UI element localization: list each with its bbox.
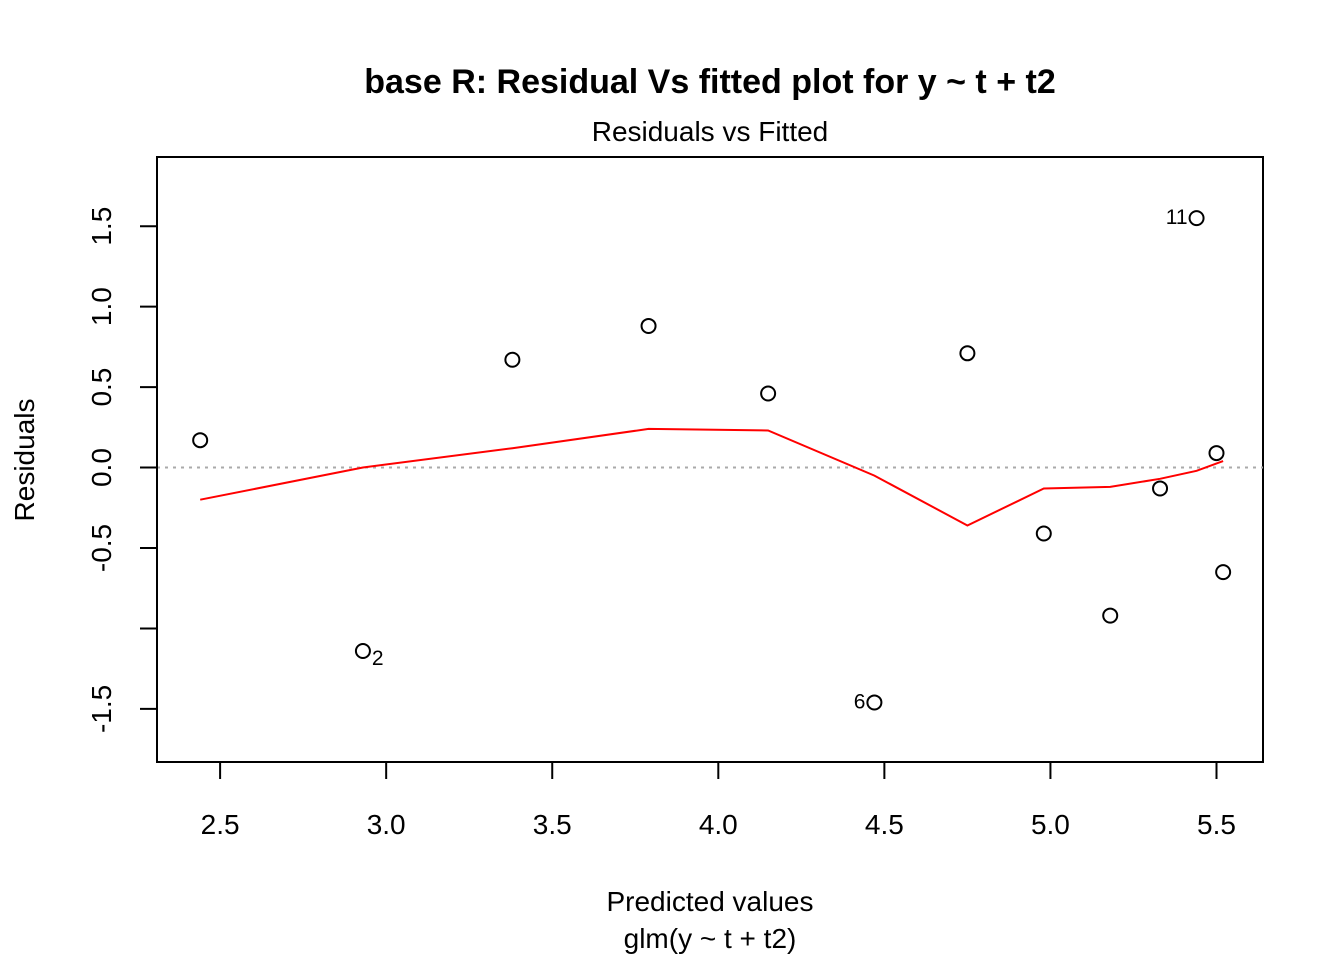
x-tick-label: 3.0 (367, 809, 406, 840)
y-axis-label: Residuals (9, 399, 40, 522)
data-point-12 (1208, 445, 1225, 462)
y-tick-label: 1.5 (86, 207, 117, 246)
data-point-8 (1035, 525, 1052, 542)
x-tick-label: 3.5 (533, 809, 572, 840)
data-point-2 (354, 642, 371, 659)
data-point-11 (1188, 210, 1205, 227)
y-tick-label: 0.0 (86, 448, 117, 487)
data-point-1 (192, 432, 209, 449)
x-tick-label: 2.5 (201, 809, 240, 840)
point-label-2: 2 (372, 647, 384, 670)
x-tick-label: 4.5 (865, 809, 904, 840)
y-tick-label: -1.5 (86, 685, 117, 733)
data-point-7 (959, 345, 976, 362)
y-tick-label: 1.0 (86, 287, 117, 326)
x-axis-sublabel: glm(y ~ t + t2) (624, 923, 797, 954)
smooth-line (200, 427, 1224, 527)
x-tick-label: 5.5 (1197, 809, 1236, 840)
chart-subtitle: Residuals vs Fitted (592, 116, 829, 147)
smooth-line-layer (200, 427, 1224, 527)
data-point-6 (866, 694, 883, 711)
data-point-5 (760, 385, 777, 402)
chart-title: base R: Residual Vs fitted plot for y ~ … (364, 63, 1055, 101)
x-tick-label: 5.0 (1031, 809, 1070, 840)
data-point-13 (1215, 564, 1232, 581)
y-tick-label: 0.5 (86, 368, 117, 407)
points-layer: 2 6 11 (192, 206, 1232, 713)
point-label-6: 6 (854, 690, 866, 713)
x-tick-label: 4.0 (699, 809, 738, 840)
y-axis: -1.5 -0.5 0.0 0.5 1.0 1.5 (86, 207, 158, 733)
point-label-11: 11 (1166, 206, 1188, 229)
data-point-3 (504, 351, 521, 368)
y-tick-label: -0.5 (86, 524, 117, 572)
plot-frame (156, 156, 1264, 763)
x-axis-label: Predicted values (606, 886, 813, 917)
data-point-10 (1152, 480, 1169, 497)
data-point-4 (640, 317, 657, 334)
x-axis: 2.5 3.0 3.5 4.0 4.5 5.0 5.5 (201, 761, 1236, 840)
data-point-9 (1102, 607, 1119, 624)
